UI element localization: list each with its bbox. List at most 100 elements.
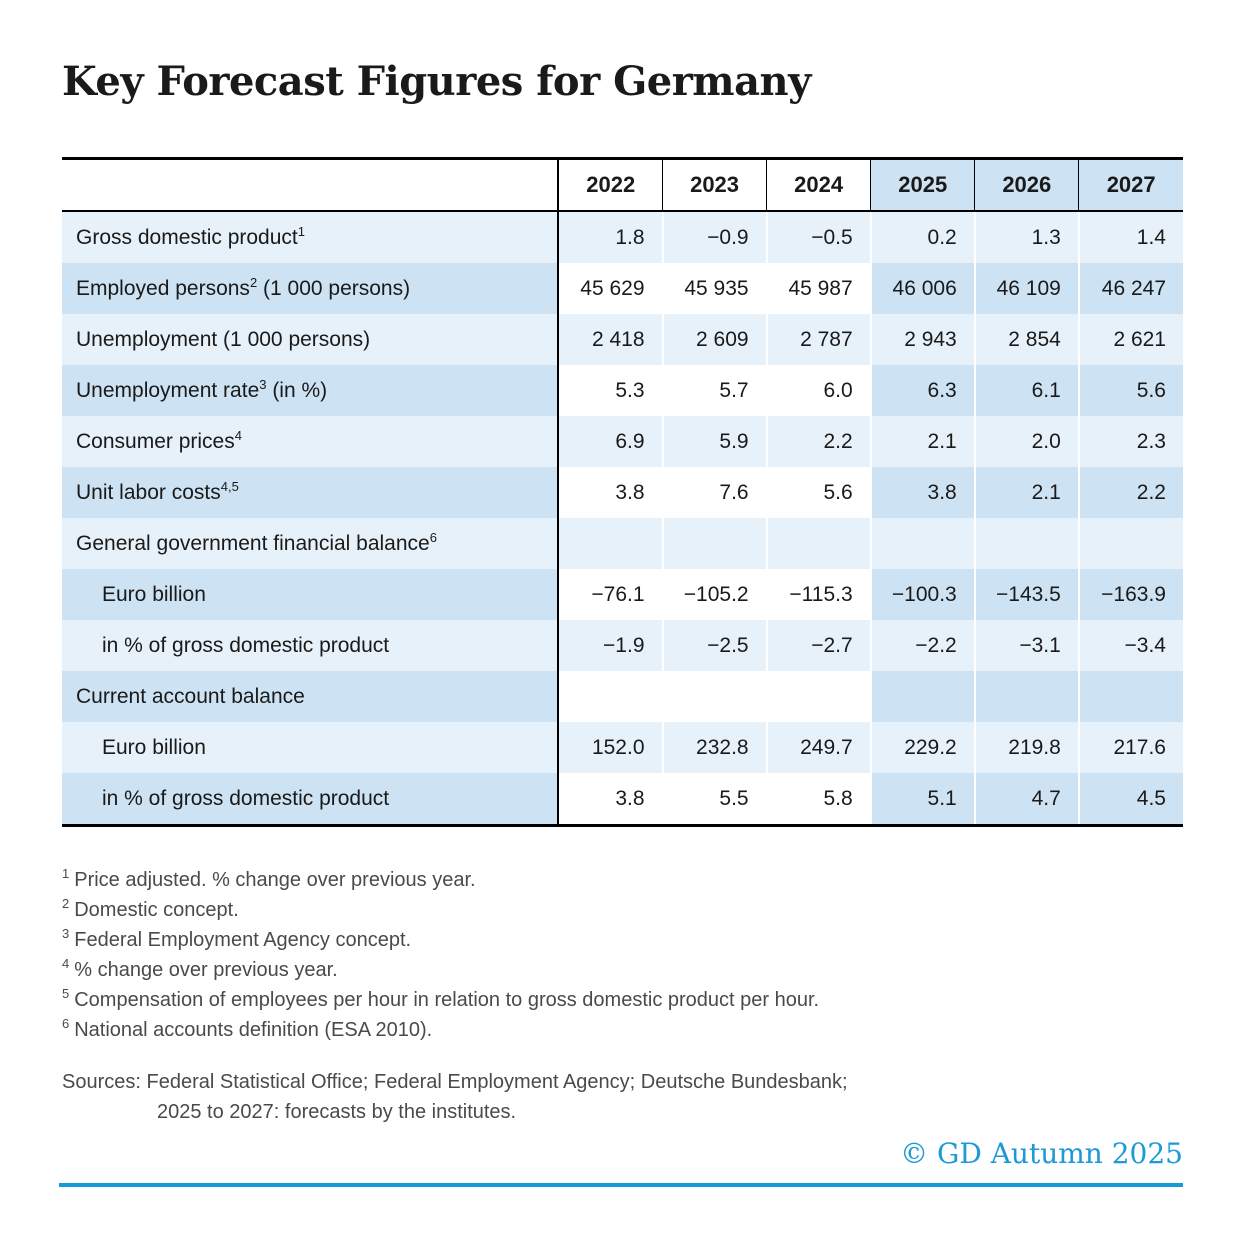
accent-rule [59, 1183, 1183, 1187]
footnote-marker: 1 [297, 223, 305, 239]
row-label-text: Employed persons [76, 276, 250, 300]
footnote-marker: 2 [62, 896, 70, 912]
table-row: Unemployment rate3 (in %) 5.3 5.7 6.0 6.3 6.1… [62, 365, 1183, 416]
value-cell-2022: 152.0 [557, 722, 663, 773]
row-label-text: Euro billion [102, 582, 206, 606]
footnote-text: National accounts definition (ESA 2010). [74, 1019, 433, 1041]
value-cell-2024: 249.7 [765, 722, 871, 773]
value-cell-2026: 219.8 [973, 722, 1079, 773]
value-cell-2027 [1077, 671, 1183, 722]
row-label: in % of gross domestic product [62, 620, 559, 671]
value-cell-2022: 6.9 [557, 416, 663, 467]
value-cell-2024: 5.8 [765, 773, 871, 826]
value-cell-2023: 232.8 [661, 722, 767, 773]
value-cell-2022: 45 629 [557, 263, 663, 314]
value-cell-2026: 46 109 [973, 263, 1079, 314]
value-cell-2027: −163.9 [1077, 569, 1183, 620]
row-label-text: Unemployment (1 000 persons) [76, 327, 371, 351]
value-cell-2024: 2.2 [765, 416, 871, 467]
value-cell-2024: −115.3 [765, 569, 871, 620]
value-cell-2024: −2.7 [765, 620, 871, 671]
value-cell-2024: 5.6 [765, 467, 871, 518]
row-label: Employed persons2 (1 000 persons) [62, 263, 559, 314]
row-label-text: Consumer prices [76, 429, 235, 453]
value-cell-2026: 4.7 [973, 773, 1079, 826]
column-header-2025: 2025 [870, 158, 975, 212]
value-cell-2022: 3.8 [557, 773, 663, 826]
row-label-text: General government financial balance [76, 531, 430, 555]
value-cell-2025: −2.2 [869, 620, 975, 671]
column-header-2022: 2022 [557, 158, 663, 212]
value-cell-2023: 7.6 [661, 467, 767, 518]
column-header-2027: 2027 [1078, 158, 1183, 212]
row-label: Gross domestic product1 [62, 211, 559, 263]
footnote-3: 3 Federal Employment Agency concept. [62, 925, 1183, 955]
value-cell-2025: 6.3 [869, 365, 975, 416]
value-cell-2025: 2 943 [869, 314, 975, 365]
table-row: Unit labor costs4,5 3.8 7.6 5.6 3.8 2.1 2.2 [62, 467, 1183, 518]
table-row: in % of gross domestic product −1.9 −2.5 −2… [62, 620, 1183, 671]
footnote-text: Compensation of employees per hour in re… [74, 989, 820, 1011]
corner-cell [62, 158, 559, 212]
value-cell-2027: 4.5 [1077, 773, 1183, 826]
row-label-text: Current account balance [76, 684, 305, 708]
value-cell-2022: 5.3 [557, 365, 663, 416]
footnote-marker: 6 [62, 1016, 70, 1032]
table-row: Gross domestic product1 1.8 −0.9 −0.5 0.2 1.3… [62, 211, 1183, 263]
footnote-5: 5 Compensation of employees per hour in r… [62, 985, 1183, 1015]
value-cell-2024 [765, 518, 871, 569]
value-cell-2027: 2.3 [1077, 416, 1183, 467]
footnote-marker: 6 [429, 529, 437, 545]
value-cell-2022 [557, 671, 663, 722]
value-cell-2024: 45 987 [765, 263, 871, 314]
table-row: Employed persons2 (1 000 persons) 45 629 4… [62, 263, 1183, 314]
value-cell-2027: 217.6 [1077, 722, 1183, 773]
footnote-4: 4% change over previous year. [62, 955, 1183, 985]
value-cell-2026: 2.1 [973, 467, 1079, 518]
value-cell-2023: 5.9 [661, 416, 767, 467]
value-cell-2023: 5.5 [661, 773, 767, 826]
value-cell-2023: −0.9 [661, 211, 767, 263]
table-header-row: 2022 2023 2024 2025 2026 2027 [62, 158, 1183, 212]
figure-title: Key Forecast Figures for Germany [62, 58, 811, 105]
value-cell-2025: 3.8 [869, 467, 975, 518]
row-label: Unemployment (1 000 persons) [62, 314, 559, 365]
value-cell-2027: −3.4 [1077, 620, 1183, 671]
row-label-text: in % of gross domestic product [102, 633, 390, 657]
value-cell-2024: 6.0 [765, 365, 871, 416]
row-label-text: Unemployment rate [76, 378, 260, 402]
value-cell-2027: 5.6 [1077, 365, 1183, 416]
value-cell-2025: 5.1 [869, 773, 975, 826]
row-label: Euro billion [62, 722, 559, 773]
value-cell-2024: 2 787 [765, 314, 871, 365]
value-cell-2022: −76.1 [557, 569, 663, 620]
column-header-2023: 2023 [662, 158, 767, 212]
copyright-credit: © GD Autumn 2025 [900, 1137, 1183, 1170]
row-label-text: Unit labor costs [76, 480, 221, 504]
footnote-marker: 3 [259, 376, 267, 392]
value-cell-2026: 6.1 [973, 365, 1079, 416]
table-row: Euro billion 152.0 232.8 249.7 229.2 219.8 217… [62, 722, 1183, 773]
value-cell-2026: 2.0 [973, 416, 1079, 467]
value-cell-2025 [869, 518, 975, 569]
column-header-2024: 2024 [766, 158, 871, 212]
value-cell-2023: −105.2 [661, 569, 767, 620]
value-cell-2023 [661, 518, 767, 569]
value-cell-2023 [661, 671, 767, 722]
value-cell-2023: 2 609 [661, 314, 767, 365]
column-header-2026: 2026 [974, 158, 1079, 212]
footnote-marker: 3 [62, 926, 70, 942]
table-row: Euro billion −76.1 −105.2 −115.3 −100.3 −143.… [62, 569, 1183, 620]
footnote-marker: 5 [62, 986, 70, 1002]
table-row: Current account balance [62, 671, 1183, 722]
value-cell-2026: 1.3 [973, 211, 1079, 263]
sources-line-1: Sources: Federal Statistical Office; Fed… [62, 1071, 848, 1093]
footnote-marker: 2 [249, 274, 258, 290]
forecast-table: 2022 2023 2024 2025 2026 2027 Gross domestic … [62, 157, 1183, 827]
value-cell-2026: 2 854 [973, 314, 1079, 365]
value-cell-2025: −100.3 [869, 569, 975, 620]
value-cell-2027 [1077, 518, 1183, 569]
value-cell-2026 [973, 518, 1079, 569]
value-cell-2022 [557, 518, 663, 569]
row-label: Current account balance [62, 671, 559, 722]
